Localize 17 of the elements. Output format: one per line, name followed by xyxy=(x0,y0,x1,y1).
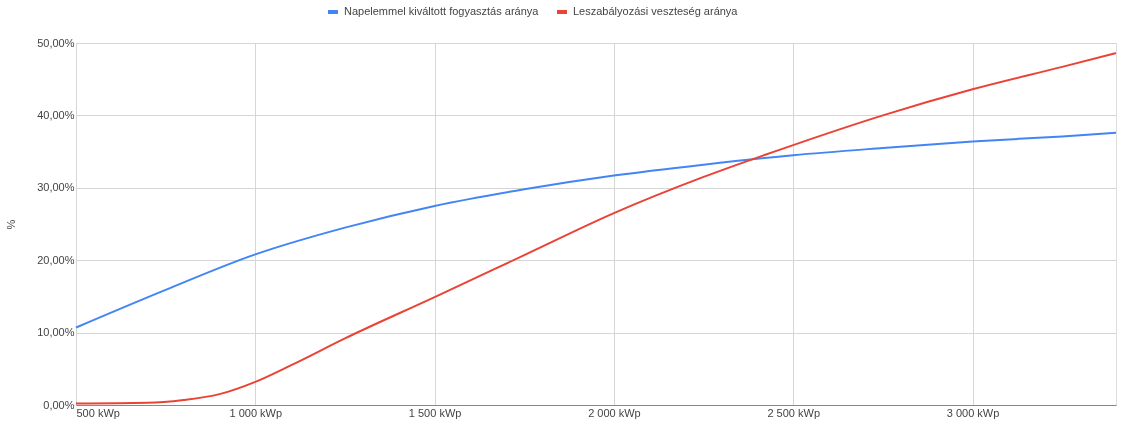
y-tick-label: 0,00% xyxy=(43,398,75,411)
y-tick-label: 40,00% xyxy=(37,108,75,121)
legend-label: Napelemmel kiváltott fogyasztás aránya xyxy=(344,5,540,17)
x-tick-label: 500 kWp xyxy=(76,406,120,419)
y-tick-label: 30,00% xyxy=(37,181,75,194)
x-tick-label: 3 000 kWp xyxy=(946,406,1000,419)
y-axis-title: % xyxy=(5,219,18,230)
x-tick-label: 2 500 kWp xyxy=(767,406,821,419)
x-tick-label: 1 500 kWp xyxy=(408,406,462,419)
y-tick-label: 10,00% xyxy=(37,326,75,339)
y-tick-label: 50,00% xyxy=(37,36,75,49)
y-tick-label: 20,00% xyxy=(37,253,75,266)
x-tick-label: 2 000 kWp xyxy=(588,406,641,419)
x-tick-label: 1 000 kWp xyxy=(229,406,283,419)
line-series xyxy=(75,131,1117,329)
legend-label: Leszabályozási veszteség aránya xyxy=(573,5,739,17)
line-series xyxy=(75,52,1117,405)
